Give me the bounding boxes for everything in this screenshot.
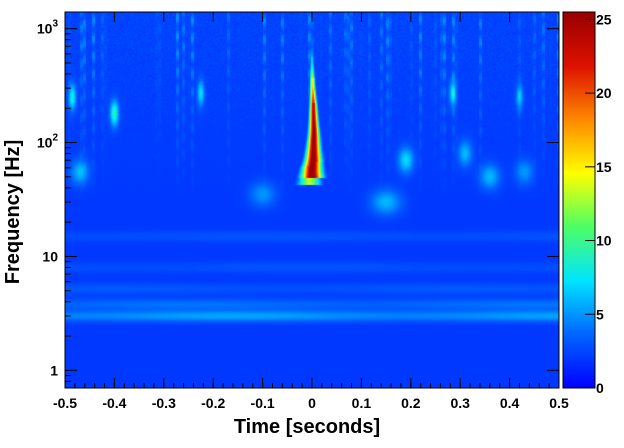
y-axis-title: Frequency [Hz]	[2, 140, 24, 284]
colorbar-tick-label: 15	[596, 159, 612, 175]
x-tick-label: 0	[308, 395, 316, 411]
colorbar-tick-label: 5	[596, 306, 604, 322]
x-tick-label: 0.4	[500, 395, 520, 411]
plot-area	[64, 11, 560, 389]
y-tick-label: 10	[42, 248, 58, 264]
x-tick-label: 0.2	[401, 395, 421, 411]
x-tick-label: -0.4	[102, 395, 126, 411]
y-tick-label: 1	[50, 362, 58, 378]
x-axis-title: Time [seconds]	[234, 416, 380, 438]
colorbar-tick-label: 25	[596, 11, 612, 27]
colorbar-tick-label: 10	[596, 233, 612, 249]
x-tick-label: -0.1	[251, 395, 275, 411]
y-tick-label: 103	[37, 19, 59, 37]
x-tick-label: -0.5	[53, 395, 77, 411]
x-tick-label: 0.3	[450, 395, 470, 411]
colorbar-frame	[562, 11, 596, 389]
colorbar-ticks: 0 5 10 15 20 25	[585, 11, 612, 396]
colorbar: 0 5 10 15 20 25	[562, 11, 612, 396]
heatmap-image	[65, 12, 559, 388]
x-tick-label: 0.5	[549, 395, 569, 411]
y-tick-label: 102	[37, 133, 59, 151]
x-tick-label: 0.1	[352, 395, 372, 411]
colorbar-tick-label: 20	[596, 85, 612, 101]
x-axis: -0.5 -0.4 -0.3 -0.2 -0.1 0 0.1 0.2 0.3 0.4 0.5	[53, 12, 569, 411]
colorbar-gradient	[563, 12, 595, 388]
colorbar-tick-label: 0	[596, 380, 604, 396]
x-tick-label: -0.3	[152, 395, 176, 411]
x-tick-label: -0.2	[201, 395, 225, 411]
y-axis: 1 10 102 103	[37, 19, 559, 389]
